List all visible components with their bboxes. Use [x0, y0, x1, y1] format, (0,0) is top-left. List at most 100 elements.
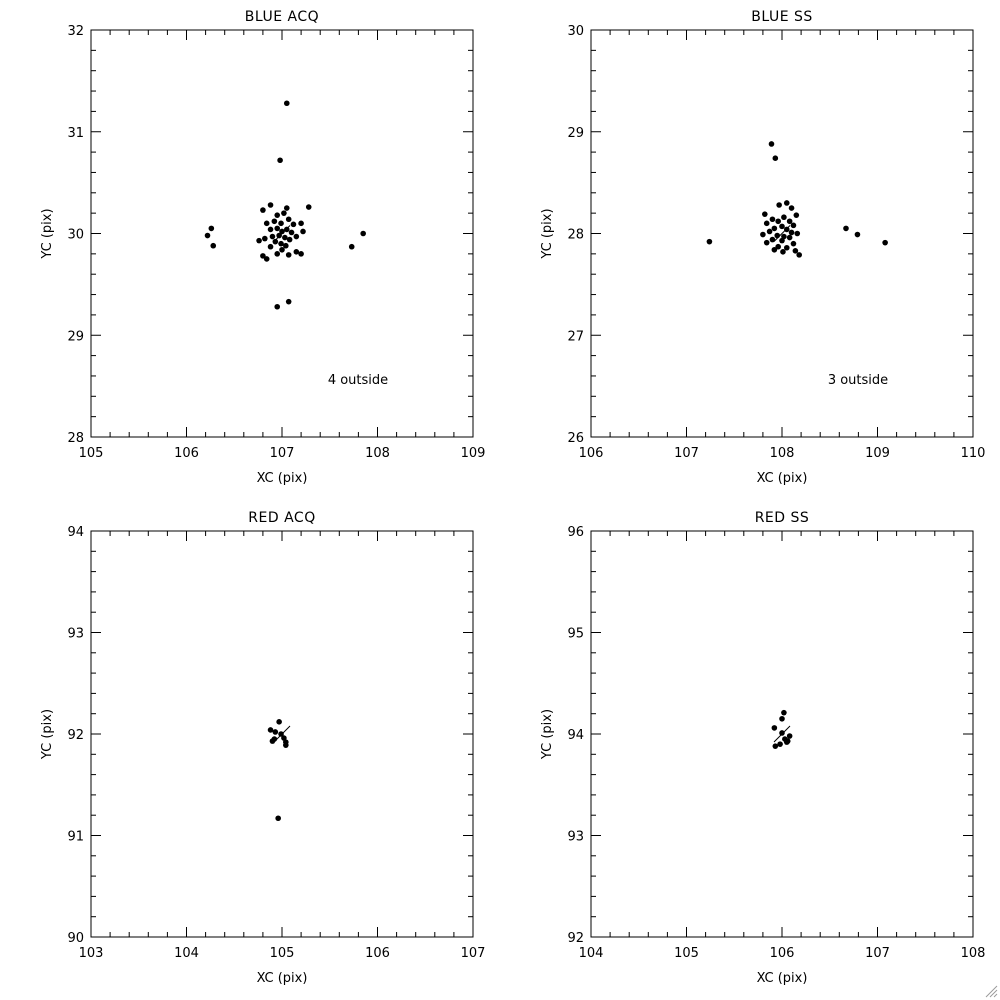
data-point: [267, 243, 274, 250]
scatter-panel-4: 104 105 106 107 108 92 93 94 95 96 RED SS XC (pix) Y…: [540, 510, 985, 986]
data-point: [794, 230, 801, 237]
x-tick-label: 109: [461, 446, 486, 461]
data-point: [786, 234, 793, 241]
y-axis-label: YC (pix): [540, 208, 555, 259]
data-point: [774, 232, 781, 239]
y-tick-label: 90: [67, 931, 84, 946]
x-axis-label: XC (pix): [757, 971, 808, 986]
data-point: [792, 247, 799, 254]
data-point: [269, 233, 276, 240]
y-tick-label: 26: [567, 431, 584, 446]
data-point: [763, 239, 770, 246]
x-tick-label: 107: [270, 446, 295, 461]
data-point: [796, 252, 802, 258]
data-point: [274, 212, 281, 218]
x-tick-label: 106: [770, 946, 795, 961]
data-point: [293, 233, 300, 240]
x-tick-label: 106: [174, 446, 199, 461]
data-point: [783, 739, 790, 745]
y-axis-label: YC (pix): [40, 208, 55, 259]
x-tick-label: 107: [461, 946, 486, 961]
x-axis-label: XC (pix): [257, 971, 308, 986]
data-point: [286, 236, 293, 243]
data-point: [271, 218, 278, 225]
data-point: [293, 249, 300, 255]
y-tick-label: 27: [567, 329, 584, 344]
data-point: [305, 204, 312, 210]
data-point: [843, 225, 849, 232]
data-point: [790, 240, 797, 247]
data-point: [275, 815, 281, 822]
data-point: [260, 207, 266, 213]
x-tick-label: 106: [365, 946, 390, 961]
data-point: [783, 244, 790, 251]
scatter-panel-3: 103 104 105 106 107 90 91 92 93 94 RED ACQ XC (pix)…: [40, 510, 485, 986]
data-point: [776, 202, 782, 208]
data-point: [290, 221, 297, 228]
data-point: [285, 252, 292, 258]
data-point: [786, 733, 793, 739]
data-point: [760, 231, 766, 238]
x-tick-label: 110: [961, 446, 986, 461]
x-tick-label: 108: [770, 446, 795, 461]
data-point: [282, 234, 288, 241]
chart-title: RED ACQ: [248, 510, 315, 526]
y-tick-label: 93: [567, 830, 584, 845]
data-point: [779, 223, 785, 230]
y-tick-label: 93: [67, 627, 84, 642]
data-point: [298, 220, 304, 227]
data-point: [274, 251, 281, 257]
data-point: [279, 228, 285, 235]
data-point: [279, 246, 285, 253]
data-point: [771, 246, 778, 253]
y-tick-label: 28: [567, 228, 584, 243]
y-tick-label: 31: [67, 126, 84, 141]
y-axis-label: YC (pix): [540, 709, 555, 760]
x-tick-label: 107: [674, 446, 699, 461]
data-point: [267, 727, 274, 733]
data-point: [283, 100, 290, 107]
data-point: [278, 220, 284, 227]
x-tick-label: 109: [865, 446, 890, 461]
data-point: [272, 238, 279, 245]
data-point: [283, 205, 290, 211]
chart-title: BLUE ACQ: [245, 9, 319, 25]
data-point: [781, 214, 787, 221]
y-tick-label: 92: [567, 931, 584, 946]
x-tick-label: 104: [579, 946, 604, 961]
y-tick-label: 30: [567, 24, 584, 39]
x-tick-label: 107: [865, 946, 890, 961]
data-point: [204, 232, 211, 239]
data-point: [274, 303, 281, 310]
data-point: [276, 719, 282, 725]
y-tick-label: 96: [567, 525, 584, 540]
data-point: [788, 205, 795, 211]
x-tick-label: 108: [365, 446, 390, 461]
outside-count-annotation: 3 outside: [828, 373, 888, 388]
data-point: [781, 709, 787, 716]
data-point: [283, 226, 290, 233]
data-point: [779, 715, 785, 722]
data-point: [283, 242, 289, 249]
data-point: [263, 256, 270, 262]
data-point: [775, 218, 781, 225]
outside-count-annotation: 4 outside: [328, 373, 388, 388]
resize-grip-icon[interactable]: [984, 984, 998, 998]
y-axis-label: YC (pix): [40, 709, 55, 760]
x-tick-label: 104: [174, 946, 199, 961]
data-point: [278, 731, 284, 737]
data-point: [854, 231, 861, 238]
scatter-panel-2: 106 107 108 109 110 26 27 28 29 30 BLUE SS XC (pix)…: [540, 9, 985, 486]
data-point: [274, 225, 281, 232]
data-point: [775, 243, 781, 250]
data-point: [260, 253, 266, 259]
data-point: [766, 228, 773, 235]
data-point: [793, 212, 800, 218]
y-tick-label: 32: [67, 24, 84, 39]
data-point: [298, 251, 304, 257]
data-point: [779, 237, 785, 244]
x-tick-label: 105: [270, 946, 295, 961]
y-tick-label: 30: [67, 228, 84, 243]
x-tick-label: 108: [961, 946, 986, 961]
data-point: [763, 220, 770, 227]
